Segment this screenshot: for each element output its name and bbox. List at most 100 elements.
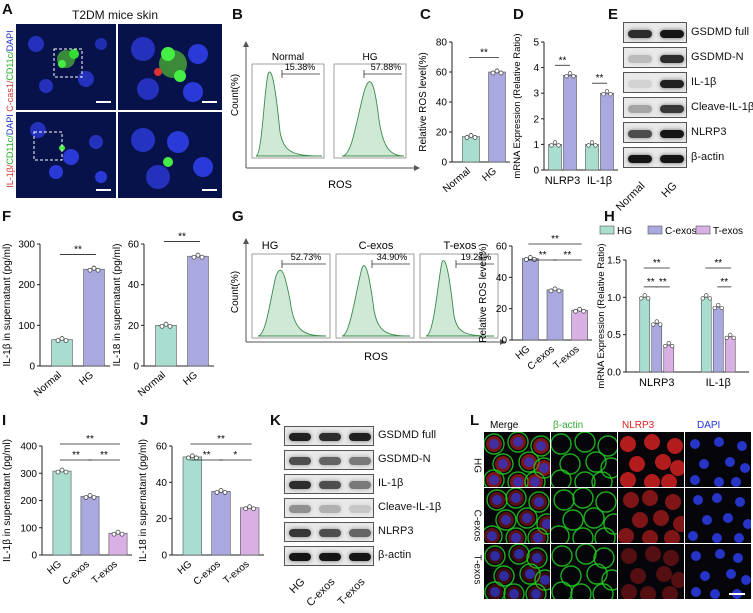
nlrp3-signal [664, 530, 680, 543]
blot-band [289, 505, 311, 513]
actin-outline [583, 507, 605, 529]
y-tick-label: 40 [496, 273, 508, 284]
y-tick-label: 40 [436, 98, 448, 109]
bar-t-exos [240, 507, 260, 556]
legend-label: C-exos [665, 226, 697, 237]
blot-band [289, 481, 311, 489]
bar-il-1β-0 [585, 144, 599, 171]
flow-b-normal-title: Normal [272, 52, 304, 63]
chart-g-bar: 0 20 40 60 Relative ROS level(%) HGC-exosT-ex… [478, 234, 592, 373]
flow-b-xlabel: ROS [328, 179, 352, 191]
nucleus [490, 587, 500, 597]
panel-label-a: A [2, 1, 13, 18]
blot-label: NLRP3 [691, 125, 727, 138]
blot-band [628, 154, 652, 163]
chart-c: 0 20 40 60 80 Relative ROS level(%) Normal HG ** [418, 38, 510, 195]
blot-label: GSDMD-N [691, 50, 744, 63]
data-point [490, 70, 496, 76]
data-point [91, 265, 97, 271]
data-point [728, 332, 733, 338]
nucleus [702, 515, 712, 525]
flow-g-hg-gate: 52.73% [291, 252, 322, 262]
actin-outline [495, 509, 517, 531]
nucleus [513, 437, 523, 447]
y-axis-label: mRNA Expression (Relative Ratio) [596, 243, 607, 388]
x-tick-label: C-exos [61, 559, 92, 588]
flow-g-texos-gate: 19.24% [461, 252, 492, 262]
nucleus [743, 519, 751, 529]
nlrp3-signal [644, 434, 660, 450]
data-point [642, 293, 647, 298]
panel-l-image-hg-actin [551, 432, 617, 487]
nucleus [710, 589, 720, 599]
panel-l-row-label-texos: T-exos [471, 554, 483, 585]
data-point [193, 455, 199, 461]
data-point [604, 89, 610, 94]
nucleus [540, 575, 550, 585]
nlrp3-signal [653, 510, 669, 526]
panel-l-image-hg-nlrp3 [618, 432, 684, 487]
actin-outline [551, 545, 573, 567]
significance-label: ** [203, 450, 211, 461]
nucleus [522, 513, 532, 523]
data-point [666, 341, 671, 346]
bar-nlrp3-0 [548, 144, 562, 171]
blot-lane-label: T-exos [335, 576, 368, 608]
blot-band [628, 104, 652, 113]
nucleus [524, 457, 534, 467]
flow-b-ylabel: Count(%) [230, 74, 241, 116]
actin-outline [507, 432, 529, 453]
blot-strip [284, 546, 374, 566]
legend-label: T-exos [713, 226, 743, 237]
nucleus [533, 533, 543, 543]
bar-c-exos [546, 289, 564, 341]
panel-l-image-c-exos-nlrp3 [618, 488, 684, 543]
flow-histograms-b: Count(%) ROS Normal 15.38% HG 57.88% [230, 41, 420, 191]
x-tick-label: HG [176, 559, 195, 577]
actin-outline [591, 471, 613, 487]
actin-outline [572, 527, 594, 543]
legend-swatch [647, 225, 663, 235]
panel-l-image-t-exos-dapi [685, 544, 751, 599]
data-point [189, 453, 195, 459]
data-point [556, 143, 561, 148]
significance-label: ** [539, 250, 547, 261]
cell-image [618, 490, 684, 543]
data-point [167, 323, 173, 329]
data-point [724, 335, 729, 341]
panel-l-image-c-exos-merge [484, 488, 550, 543]
bar-nlrp3-2 [663, 344, 675, 373]
data-point [247, 504, 253, 510]
data-point [115, 529, 121, 535]
data-point [95, 267, 101, 273]
nucleus [536, 441, 546, 451]
nucleus [513, 477, 523, 487]
panel-l-image-t-exos-actin [551, 544, 617, 599]
panel-label-e: E [608, 6, 619, 23]
actin-outline [559, 453, 581, 475]
nucleus [725, 457, 735, 467]
x-tick-label: C-exos [526, 344, 557, 373]
actin-outline [525, 583, 547, 599]
y-tick-label: 200 [20, 496, 37, 507]
panel-label-f: F [2, 208, 12, 225]
nucleus [723, 513, 733, 523]
blot-label: IL-1β [691, 75, 717, 88]
nucleus [499, 571, 509, 581]
blot-band [628, 79, 652, 88]
blot-band [660, 79, 684, 88]
bar-c-exos [211, 491, 231, 556]
y-tick-label: 1 [533, 140, 539, 151]
data-point [571, 74, 576, 79]
actin-outline [551, 469, 572, 487]
panel-l-image-grid [484, 432, 752, 600]
blot-strip [284, 474, 374, 494]
panel-a-image-bottom-left [16, 112, 116, 198]
y-tick-label: 0 [29, 362, 35, 373]
y-tick-label: 0.0 [607, 368, 621, 379]
blot-strip [623, 147, 687, 168]
flow-b-hg: HG 57.88% [333, 52, 407, 159]
y-tick-label: 0.5 [607, 330, 621, 341]
data-point [494, 68, 500, 74]
